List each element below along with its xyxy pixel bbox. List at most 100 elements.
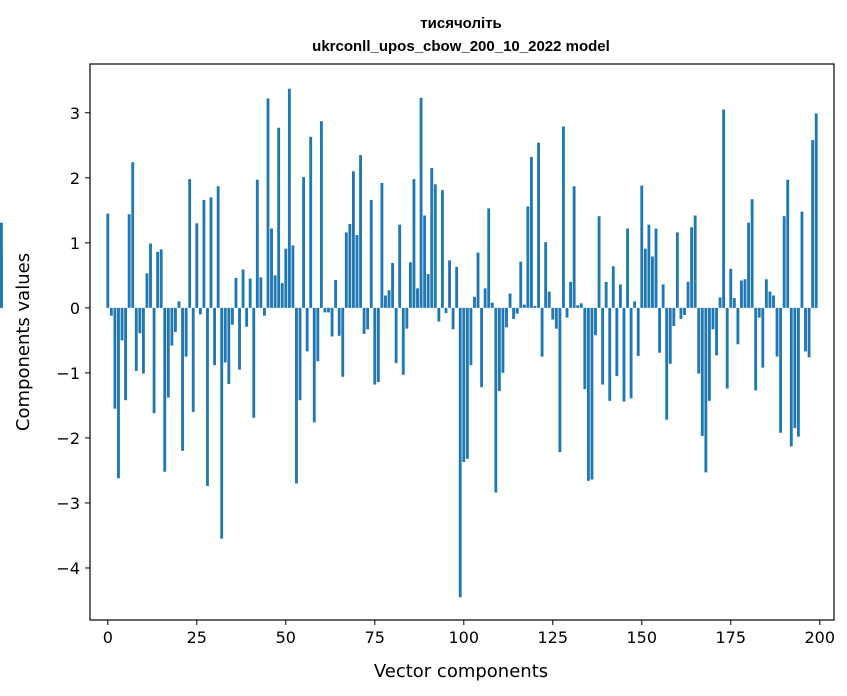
bar (127, 214, 131, 308)
bar (647, 224, 651, 308)
bar (284, 248, 288, 308)
bar (519, 261, 523, 308)
x-axis-ticks: 0 25 50 75 100 125 150 175 200 (103, 620, 835, 647)
bar (181, 307, 184, 451)
bar (675, 232, 679, 308)
bar (772, 295, 775, 308)
bar (757, 307, 761, 318)
bar (156, 251, 160, 308)
bar (743, 279, 747, 308)
bar (775, 307, 779, 357)
bar (562, 126, 565, 308)
bar (512, 307, 516, 319)
y-tick-label: 1 (70, 234, 80, 253)
bar (124, 307, 128, 401)
bar (273, 275, 277, 308)
bar (554, 307, 558, 329)
bar (398, 224, 402, 308)
x-tick-label: 150 (626, 628, 657, 647)
bars-group (0, 88, 818, 598)
y-tick-label: 3 (70, 104, 80, 123)
bar (643, 248, 647, 308)
bar (615, 307, 619, 377)
bar (419, 97, 423, 308)
bar (551, 307, 555, 320)
bar (668, 307, 672, 364)
bar (522, 304, 526, 308)
bar (686, 281, 690, 308)
bar (604, 281, 608, 308)
y-tick-label: −1 (56, 364, 80, 383)
bar (373, 307, 377, 385)
bar (465, 307, 469, 459)
bar (145, 273, 149, 308)
bar (334, 279, 338, 308)
bar (444, 307, 448, 314)
bar (811, 140, 815, 308)
bar (366, 307, 370, 330)
bar (441, 190, 444, 308)
bar (508, 293, 512, 308)
bar (405, 307, 409, 329)
bar (238, 307, 241, 370)
bar (245, 307, 249, 327)
y-axis-ticks: −4 −3 −2 −1 0 1 2 3 (56, 104, 90, 578)
bar (259, 277, 263, 308)
bar (106, 213, 110, 308)
bar (654, 228, 658, 308)
bar (391, 262, 395, 308)
bar (718, 297, 722, 308)
bar (195, 223, 199, 308)
bar (291, 245, 295, 308)
bar (163, 307, 167, 472)
bar (807, 307, 811, 358)
bar (255, 179, 259, 308)
bar (764, 279, 768, 308)
bar (305, 307, 309, 352)
bar (487, 208, 491, 308)
x-tick-label: 100 (449, 628, 480, 647)
plot-frame (89, 63, 835, 621)
bar (387, 290, 391, 308)
bar (505, 307, 508, 328)
bar (529, 156, 533, 308)
bar (789, 307, 793, 447)
bar (159, 249, 163, 308)
bar (348, 223, 352, 308)
bar (437, 307, 441, 322)
bar (295, 307, 298, 484)
bar (138, 307, 142, 334)
bar (779, 307, 783, 433)
bar (401, 307, 405, 375)
bar (451, 307, 455, 330)
bar (206, 307, 209, 487)
bar (394, 307, 398, 364)
x-tick-label: 200 (804, 628, 835, 647)
bar (590, 307, 594, 480)
bar (270, 228, 273, 308)
x-tick-label: 125 (538, 628, 569, 647)
y-tick-label: −4 (56, 559, 80, 578)
bar (786, 179, 790, 308)
bar (740, 280, 743, 308)
bar (725, 307, 729, 389)
bar (131, 162, 135, 308)
chart-title: тисячоліть (420, 15, 501, 32)
bar (277, 127, 281, 308)
bar (601, 307, 605, 385)
bar (594, 307, 597, 336)
bar (263, 307, 266, 316)
bar (423, 215, 427, 308)
bar (747, 222, 750, 308)
bar (323, 307, 327, 313)
bar (473, 296, 476, 308)
bar (120, 307, 124, 341)
bar (319, 121, 323, 308)
bar (750, 199, 754, 308)
bar (800, 211, 804, 308)
bar (586, 307, 590, 481)
bar (149, 243, 152, 308)
bar (490, 302, 494, 308)
bar (134, 307, 138, 371)
bar (633, 301, 637, 308)
